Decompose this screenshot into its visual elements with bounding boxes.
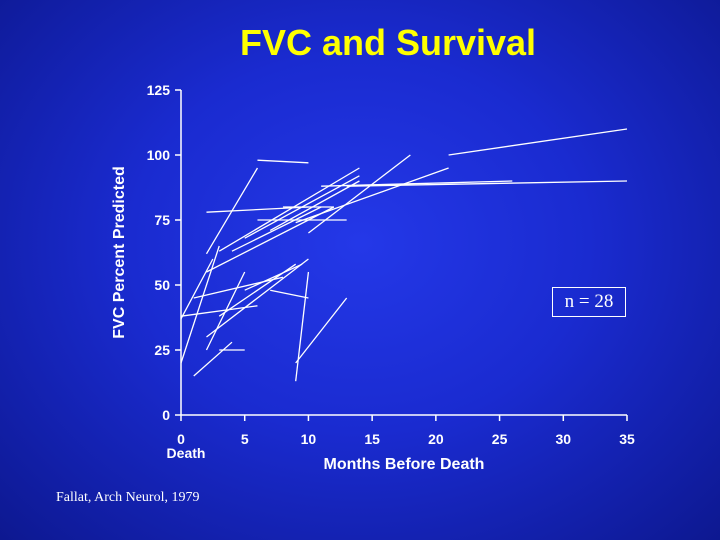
series-line-23 (346, 180, 628, 187)
series-line-7 (206, 258, 309, 338)
x-tick-label: 5 (241, 431, 249, 447)
series-line-10 (218, 167, 360, 252)
series-line-24 (448, 128, 628, 156)
series-line-11 (231, 206, 322, 252)
series-line-27 (206, 206, 335, 273)
sample-size-annotation: n = 28 (552, 287, 626, 317)
y-tick-label: 50 (154, 277, 170, 293)
x-tick-label: 10 (301, 431, 317, 447)
series-layer (180, 128, 628, 382)
axes-layer: 0 25 50 75 100 125 0 5 10 15 20 25 30 35 Death Months B… (111, 82, 635, 473)
series-line-22 (321, 180, 513, 187)
series-line-21 (308, 154, 411, 234)
slide-title: FVC and Survival (239, 22, 537, 63)
series-line-2 (180, 258, 214, 320)
series-line-12 (244, 263, 303, 291)
series-line-26 (193, 276, 284, 299)
y-axis-label: FVC Percent Predicted (111, 166, 128, 339)
y-tick-label: 125 (147, 82, 171, 98)
series-line-6 (205, 271, 246, 351)
x-tick-label: 30 (555, 431, 571, 447)
series-line-16 (269, 180, 360, 231)
x-tick-label: 15 (364, 431, 380, 447)
y-tick-label: 25 (154, 342, 170, 358)
citation: Fallat, Arch Neurol, 1979 (56, 490, 200, 505)
series-line-20 (295, 271, 310, 382)
x-tick-label: 0 (177, 431, 185, 447)
series-line-1 (180, 245, 220, 364)
x-zero-label: Death (167, 445, 206, 461)
series-line-15 (270, 289, 309, 299)
series-line-3 (193, 341, 233, 377)
series-line-25 (180, 305, 258, 317)
y-tick-label: 75 (154, 212, 170, 228)
y-tick-label: 100 (147, 147, 171, 163)
x-tick-label: 25 (492, 431, 508, 447)
series-line-28 (244, 175, 360, 239)
x-tick-label: 35 (619, 431, 635, 447)
x-axis-label: Months Before Death (324, 456, 485, 473)
y-tick-label: 0 (162, 407, 170, 423)
series-line-14 (257, 159, 309, 164)
series-line-19 (295, 297, 348, 364)
x-tick-label: 20 (428, 431, 444, 447)
